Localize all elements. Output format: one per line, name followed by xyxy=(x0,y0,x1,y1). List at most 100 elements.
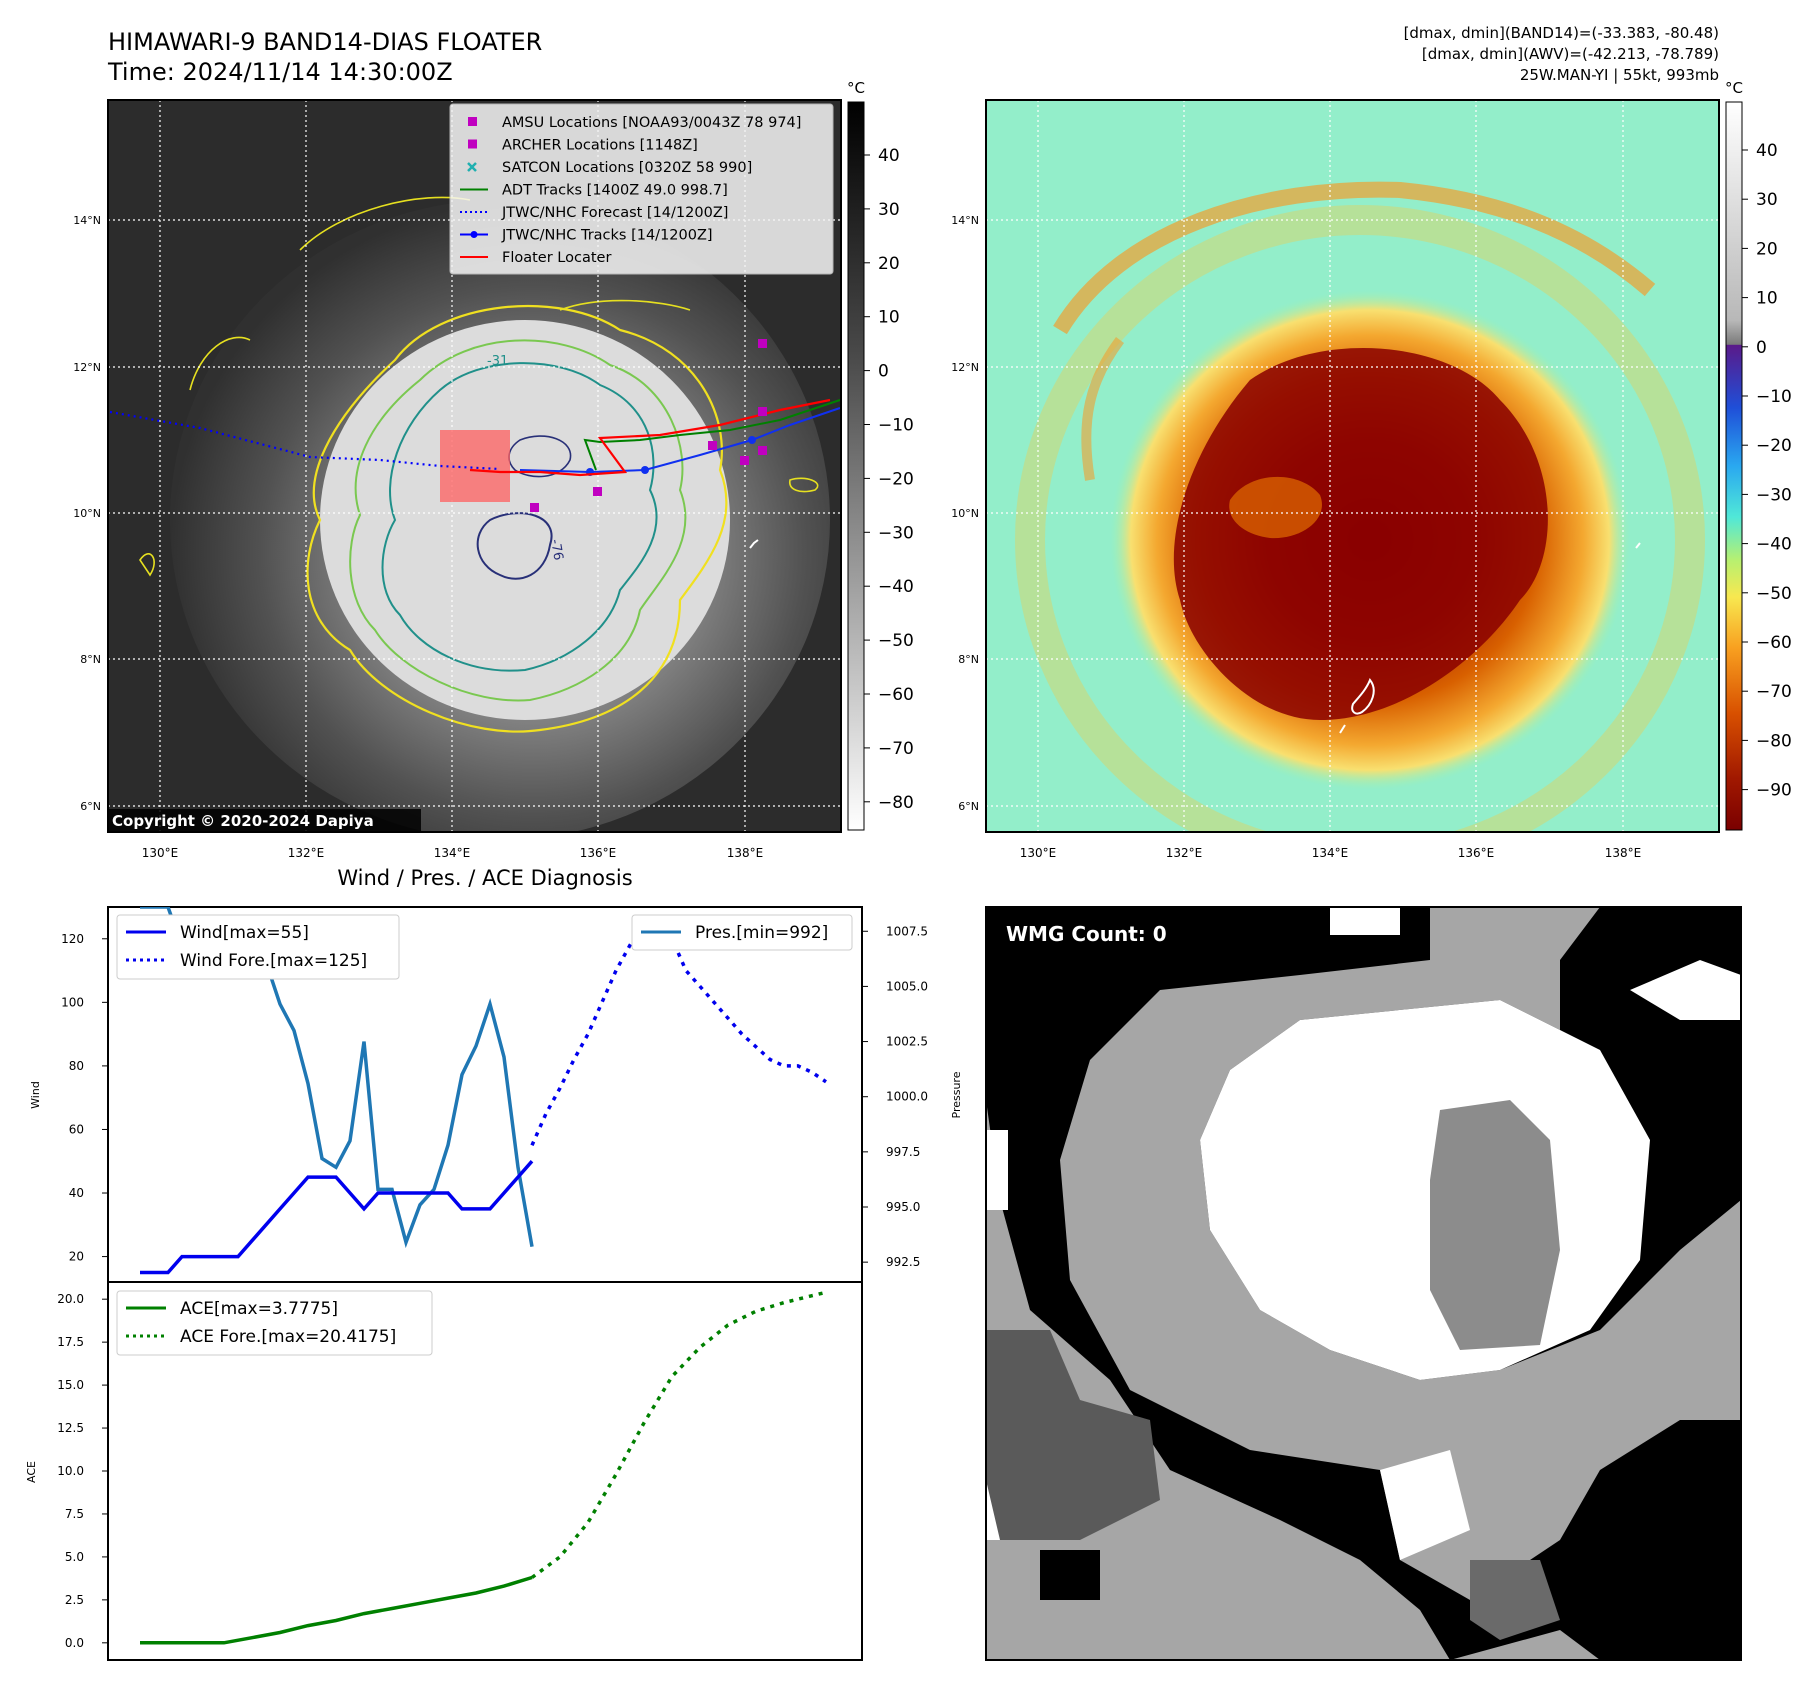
awv-map-frame xyxy=(985,99,1720,833)
colorbar-tick-label: −50 xyxy=(1756,584,1792,604)
legend-label: ARCHER Locations [1148Z] xyxy=(502,138,698,154)
ir-contour-label-2: -76 xyxy=(547,538,565,562)
legend-swatch xyxy=(468,139,477,149)
ir-lat-tick: 14°N xyxy=(73,214,101,227)
wmg-count-box xyxy=(995,917,1175,947)
map-legend: AMSU Locations [NOAA93/0043Z 78 974] ARCH… xyxy=(449,103,834,275)
wmg-count-label: WMG Count: 0 xyxy=(1006,922,1167,946)
colorbar-tick-label: 20 xyxy=(878,254,900,274)
archer-marker-3 xyxy=(593,487,602,496)
ace-ylabel: ACE xyxy=(25,1461,38,1483)
wmg-white-edge-top xyxy=(1330,907,1741,1020)
archer-marker-4 xyxy=(530,503,539,512)
pressure-legend: Pres.[min=992] xyxy=(631,914,853,951)
colorbar-tick-label: −40 xyxy=(1756,535,1792,555)
colorbar-tick-label: −30 xyxy=(878,523,914,543)
axis-tick-label: 1007.5 xyxy=(886,924,928,938)
map-legend-box xyxy=(449,103,834,275)
axis-tick-label: 60 xyxy=(69,1122,84,1136)
awv-outer-ring xyxy=(1015,205,1705,832)
axis-tick-label: 20.0 xyxy=(57,1292,84,1306)
awv-map-panel: 130°E 132°E 134°E 136°E 138°E 14°N 12°N … xyxy=(951,99,1720,860)
axis-tick-label: 12.5 xyxy=(57,1421,84,1435)
info-line1: [dmax, dmin](BAND14)=(-33.383, -80.48) xyxy=(1404,24,1719,42)
floater-track-line xyxy=(469,398,831,477)
axis-tick-label: 992.5 xyxy=(886,1255,920,1269)
ir-contour-navy xyxy=(476,512,553,580)
axis-tick-label: 1002.5 xyxy=(886,1035,928,1049)
colorbar-tick-label: 30 xyxy=(1756,190,1778,210)
colorbar-tick-label: −20 xyxy=(1756,436,1792,456)
axis-tick-label: 2.5 xyxy=(65,1593,84,1607)
ace-legend-label: ACE[max=3.7775] xyxy=(180,1299,338,1319)
coastline-island xyxy=(749,539,759,549)
awv-dark-core xyxy=(1173,347,1548,720)
wind-pressure-chart: 20 40 60 80 100 120 992.5 995.0 997.5 1000.0 1002… xyxy=(29,906,963,1283)
legend-label: JTWC/NHC Forecast [14/1200Z] xyxy=(501,205,728,221)
colorbar-right-unit: °C xyxy=(1725,79,1743,97)
legend-label: SATCON Locations [0320Z 58 990] xyxy=(502,160,752,176)
colorbar-tick-label: 30 xyxy=(878,200,900,220)
wind-fore-legend-label: Wind Fore.[max=125] xyxy=(180,951,367,971)
colorbar-right-ticks: 40 30 20 10 0 −10 −20 −30 −40 −50 −60 −70 −80 −90 xyxy=(1742,141,1792,801)
colorbar-tick-label: 40 xyxy=(1756,141,1778,161)
wmg-panel: WMG Count: 0 xyxy=(985,906,1742,1661)
copyright-text: Copyright © 2020-2024 Dapiya xyxy=(112,812,374,830)
amsu-marker-1 xyxy=(758,339,767,348)
ir-contour-teal xyxy=(381,362,658,672)
archer-marker-2 xyxy=(740,456,749,465)
colorbar-tick-label: −70 xyxy=(1756,682,1792,702)
legend-square-marker xyxy=(468,139,477,149)
info-line3: 25W.MAN-YI | 55kt, 993mb xyxy=(1520,66,1719,84)
ir-lon-tick: 132°E xyxy=(288,846,325,860)
awv-arc-band-2 xyxy=(1081,337,1125,481)
colorbar-tick-label: 0 xyxy=(878,362,889,382)
colorbar-tick-label: −60 xyxy=(1756,633,1792,653)
colorbar-tick-label: −80 xyxy=(1756,731,1792,751)
ace-chart: 0.0 2.5 5.0 7.5 10.0 12.5 15.0 17.5 20.0 ACE ACE… xyxy=(25,1281,863,1661)
colorbar-right-bar xyxy=(1725,101,1743,831)
ir-contour-label: -31 xyxy=(487,354,508,369)
ir-lon-tick: 134°E xyxy=(434,846,471,860)
axis-tick-label: 17.5 xyxy=(57,1335,84,1349)
wmg-frame xyxy=(985,906,1742,1661)
info-line2: [dmax, dmin](AWV)=(-42.213, -78.789) xyxy=(1422,45,1719,63)
legend-swatch xyxy=(460,231,488,238)
colorbar-tick-label: −50 xyxy=(878,631,914,651)
awv-coastline xyxy=(1339,542,1641,734)
ir-lat-tick: 10°N xyxy=(73,507,101,520)
colorbar-left-ticks: 40 30 20 10 0 −10 −20 −30 −40 −50 −60 −70 −80 xyxy=(864,146,914,813)
diagnosis-title: Wind / Pres. / ACE Diagnosis xyxy=(337,866,632,890)
legend-x-marker xyxy=(467,162,477,172)
awv-lat-ticks: 14°N 12°N 10°N 8°N 6°N xyxy=(951,214,979,813)
awv-gridlines xyxy=(986,100,1719,832)
ace-legend: ACE[max=3.7775] ACE Fore.[max=20.4175] xyxy=(116,1290,433,1356)
axis-tick-label: 995.0 xyxy=(886,1200,920,1214)
colorbar-tick-label: −80 xyxy=(878,793,914,813)
legend-label: JTWC/NHC Tracks [14/1200Z] xyxy=(501,228,713,244)
colorbar-tick-label: 20 xyxy=(1756,239,1778,259)
map-legend-entries: AMSU Locations [NOAA93/0043Z 78 974] ARCH… xyxy=(460,115,801,266)
legend-label: Floater Locater xyxy=(502,250,611,266)
colorbar-tick-label: 0 xyxy=(1756,338,1767,358)
wind-legend-box xyxy=(116,914,400,980)
wmg-darkgray-region-2 xyxy=(1470,1560,1560,1640)
ir-lat-tick: 8°N xyxy=(80,653,101,666)
colorbar-tick-label: −40 xyxy=(878,577,914,597)
axis-tick-label: 120 xyxy=(61,932,84,946)
pressure-legend-label: Pres.[min=992] xyxy=(695,923,828,943)
axis-tick-label: 15.0 xyxy=(57,1378,84,1392)
ir-lat-tick: 6°N xyxy=(80,800,101,813)
legend-swatch xyxy=(468,117,477,126)
pressure-axis-ticks: 992.5 995.0 997.5 1000.0 1002.5 1005.0 1007.5 xyxy=(862,924,928,1269)
ir-lon-ticks: 130°E 132°E 134°E 136°E 138°E xyxy=(142,846,764,860)
jtwc-track-point-1 xyxy=(748,436,756,444)
jtwc-forecast-line xyxy=(109,410,501,471)
ir-contour-yellow xyxy=(306,304,728,733)
awv-lon-tick: 134°E xyxy=(1312,846,1349,860)
awv-lon-tick: 138°E xyxy=(1605,846,1642,860)
wind-series-line xyxy=(140,1160,534,1275)
ir-outer-band-3 xyxy=(139,553,155,577)
legend-dot xyxy=(470,231,478,238)
legend-square-marker xyxy=(468,117,477,126)
